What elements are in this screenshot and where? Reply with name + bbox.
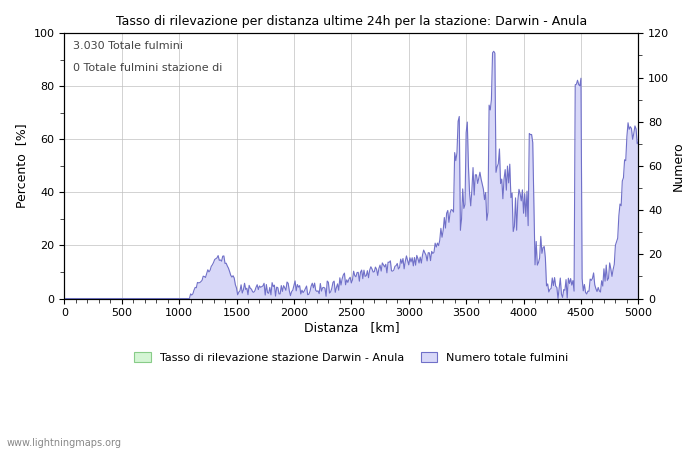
Text: 0 Totale fulmini stazione di: 0 Totale fulmini stazione di bbox=[73, 63, 223, 72]
Legend: Tasso di rilevazione stazione Darwin - Anula, Numero totale fulmini: Tasso di rilevazione stazione Darwin - A… bbox=[130, 347, 573, 367]
Text: www.lightningmaps.org: www.lightningmaps.org bbox=[7, 438, 122, 448]
Text: 3.030 Totale fulmini: 3.030 Totale fulmini bbox=[73, 41, 183, 51]
Title: Tasso di rilevazione per distanza ultime 24h per la stazione: Darwin - Anula: Tasso di rilevazione per distanza ultime… bbox=[116, 15, 587, 28]
Y-axis label: Numero: Numero bbox=[672, 141, 685, 191]
Y-axis label: Percento  [%]: Percento [%] bbox=[15, 124, 28, 208]
X-axis label: Distanza   [km]: Distanza [km] bbox=[304, 321, 399, 334]
